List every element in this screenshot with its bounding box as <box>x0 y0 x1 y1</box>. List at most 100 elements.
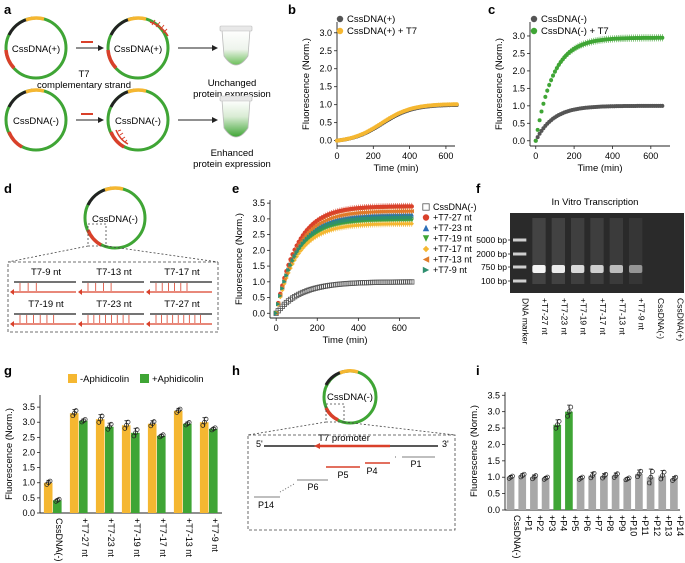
replicate-point <box>203 416 209 422</box>
replicate-point <box>591 470 597 476</box>
replicate-point <box>615 471 620 477</box>
legend-marker <box>336 27 344 35</box>
data-point <box>292 254 297 259</box>
legend-label: +T7-23 nt <box>433 223 472 233</box>
gel-lane-label: +T7-9 nt <box>637 298 647 331</box>
d-construct <box>78 281 144 295</box>
y-tick-label: 0.0 <box>512 136 525 146</box>
data-point <box>345 224 351 229</box>
y-axis-label: Fluorescence (Norm.) <box>494 38 505 130</box>
y-tick-label: 1.0 <box>512 101 525 111</box>
data-point <box>339 212 345 218</box>
y-tick-label: 0.5 <box>487 489 500 499</box>
replicate-point <box>545 474 550 480</box>
y-tick-label: 1.0 <box>487 472 500 482</box>
x-tick-label: 400 <box>402 151 417 161</box>
data-point <box>409 215 414 220</box>
panel-label-h: h <box>232 363 240 378</box>
bar <box>157 435 166 513</box>
data-point <box>294 250 299 255</box>
x-tick-label: +P13 <box>664 515 674 536</box>
replicate-point <box>556 418 562 424</box>
panel-label-a: a <box>4 2 12 17</box>
y-tick-label: 2.5 <box>487 423 500 433</box>
panel-f: In Vitro Transcription 5000 bp 2000 bp 750… <box>476 197 685 344</box>
y-tick-label: 3.0 <box>22 417 35 427</box>
panel-label-d: d <box>4 181 12 196</box>
data-point <box>341 224 347 230</box>
replicate-point <box>177 406 183 412</box>
gel-band <box>571 265 585 273</box>
legend-label: +T7-19 nt <box>433 234 472 244</box>
series-CssDNA(-) <box>533 103 665 143</box>
replicate-point <box>673 474 679 480</box>
y-tick-label: 0.5 <box>319 118 332 128</box>
bar <box>79 420 88 513</box>
y-tick-label: 0.0 <box>319 136 332 146</box>
data-point <box>298 244 304 249</box>
bar <box>95 419 105 513</box>
y-axis-label: Fluorescence (Norm.) <box>234 213 245 305</box>
data-point <box>278 293 283 299</box>
x-tick-label: 0 <box>334 151 339 161</box>
x-tick-label: 600 <box>643 151 658 161</box>
data-point <box>535 135 540 140</box>
h-primer-p1: P1 <box>410 459 421 469</box>
panel-label-i: i <box>476 363 480 378</box>
x-tick-label: +P1 <box>524 515 534 531</box>
x-tick-label: 400 <box>605 151 620 161</box>
legend-marker <box>530 27 538 35</box>
panel-label-g: g <box>4 363 12 378</box>
data-point <box>660 35 665 40</box>
data-point <box>545 88 550 93</box>
data-point <box>333 226 338 231</box>
series-+T7-19 nt <box>273 217 414 316</box>
d-construct <box>10 313 76 327</box>
plasmid-cssdna-plus-after: CssDNA(+) <box>106 16 170 80</box>
bar <box>530 477 538 510</box>
legend-marker <box>422 214 430 221</box>
x-tick-label: 600 <box>392 323 407 333</box>
replicate-point <box>134 427 140 432</box>
gel-smear <box>532 218 546 284</box>
gel-ladder-band <box>513 252 527 256</box>
data-point <box>273 311 279 316</box>
gel-lane-label: +T7-13 nt <box>617 298 627 335</box>
data-point <box>554 66 559 71</box>
tube-bottom <box>219 95 253 138</box>
data-point <box>352 211 357 216</box>
panel-label-b: b <box>288 2 296 17</box>
chart-b: 0.0 0.5 1.0 1.5 2.0 2.5 3.0 0 200 400 600 Time (min… <box>301 14 459 174</box>
gel-band <box>551 265 565 273</box>
chart-e: 0.0 0.5 1.0 1.5 2.0 2.5 3.0 3.5 0 200 400 600 Time (… <box>234 198 477 346</box>
d-construct <box>78 313 144 327</box>
y-tick-label: 3.0 <box>487 407 500 417</box>
data-point <box>284 273 289 278</box>
legend-label: +T7-9 nt <box>433 265 467 275</box>
replicate-point <box>568 404 574 410</box>
data-point <box>556 62 561 67</box>
x-tick-label: +T7-27 nt <box>80 518 90 557</box>
legend-marker <box>422 235 430 242</box>
bar <box>506 477 515 510</box>
data-point <box>354 210 359 216</box>
bar <box>173 410 183 513</box>
replicate-point <box>73 408 79 413</box>
enhanced-label: Enhanced protein expression <box>193 148 271 170</box>
plasmid-d: CssDNA(-) <box>83 186 147 250</box>
data-point <box>292 257 297 263</box>
replicate-point <box>47 478 53 484</box>
bar <box>553 424 562 510</box>
h-promoter: T7 promoter <box>318 433 370 444</box>
data-point <box>360 210 365 215</box>
legend-label: -Aphidicolin <box>80 374 129 385</box>
x-tick-label: +P12 <box>652 515 662 536</box>
bar <box>541 478 550 510</box>
y-tick-label: 2.0 <box>487 439 500 449</box>
panel-a: CssDNA(+) CssDNA(+) Unchanged <box>4 16 271 170</box>
series-CssDNA(-) <box>273 279 415 316</box>
data-point <box>551 73 556 78</box>
legend-label: CssDNA(+) <box>347 14 395 25</box>
bar <box>576 478 585 510</box>
x-tick-label: 0 <box>533 151 538 161</box>
